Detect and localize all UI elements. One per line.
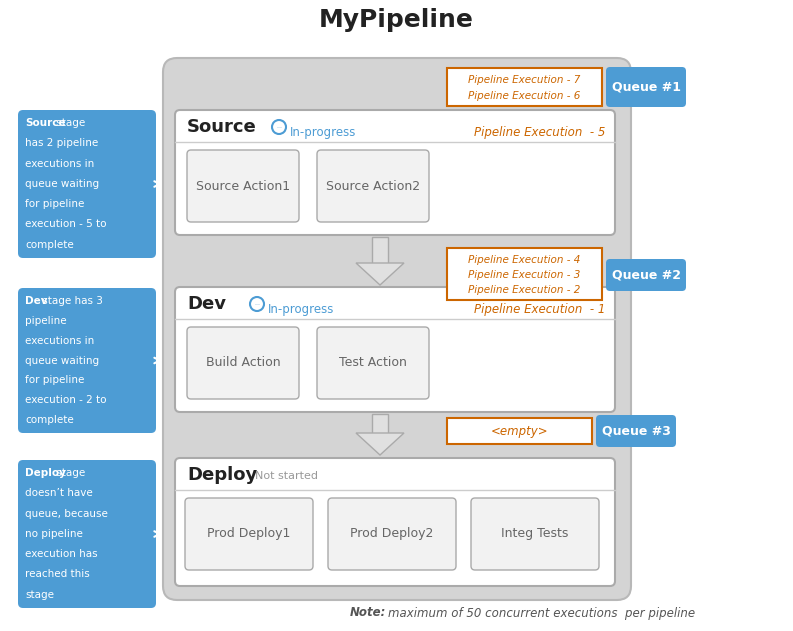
Text: Source: Source xyxy=(187,118,257,136)
Text: queue waiting: queue waiting xyxy=(25,179,99,189)
Text: execution - 5 to: execution - 5 to xyxy=(25,220,106,230)
FancyBboxPatch shape xyxy=(18,110,156,258)
Text: Dev: Dev xyxy=(187,295,226,313)
FancyBboxPatch shape xyxy=(175,458,615,586)
Text: Pipeline Execution - 4: Pipeline Execution - 4 xyxy=(469,255,580,265)
Bar xyxy=(447,418,592,444)
Text: stage: stage xyxy=(53,118,86,128)
Text: Pipeline Execution  - 5: Pipeline Execution - 5 xyxy=(473,126,605,139)
FancyBboxPatch shape xyxy=(317,327,429,399)
Text: Pipeline Execution - 2: Pipeline Execution - 2 xyxy=(469,285,580,295)
Text: Pipeline Execution - 6: Pipeline Execution - 6 xyxy=(469,91,580,101)
Text: queue, because: queue, because xyxy=(25,509,108,519)
Text: Prod Deploy1: Prod Deploy1 xyxy=(207,528,291,541)
FancyBboxPatch shape xyxy=(471,498,599,570)
FancyBboxPatch shape xyxy=(317,150,429,222)
Text: Deploy: Deploy xyxy=(187,466,257,484)
FancyBboxPatch shape xyxy=(606,259,686,291)
Text: stage has 3: stage has 3 xyxy=(39,296,103,306)
Text: stage: stage xyxy=(25,589,54,599)
Text: Queue #2: Queue #2 xyxy=(611,269,680,281)
FancyBboxPatch shape xyxy=(175,110,615,235)
Text: execution - 2 to: execution - 2 to xyxy=(25,395,106,405)
FancyBboxPatch shape xyxy=(185,498,313,570)
Text: executions in: executions in xyxy=(25,336,94,346)
Text: Queue #1: Queue #1 xyxy=(611,81,680,93)
Text: Source Action1: Source Action1 xyxy=(196,179,290,192)
Bar xyxy=(372,237,388,265)
Bar xyxy=(372,414,388,435)
Text: Pipeline Execution - 3: Pipeline Execution - 3 xyxy=(469,270,580,280)
Text: <empty>: <empty> xyxy=(491,425,548,437)
Text: Queue #3: Queue #3 xyxy=(602,425,670,437)
FancyBboxPatch shape xyxy=(163,58,631,600)
Text: complete: complete xyxy=(25,240,74,250)
Text: In-progress: In-progress xyxy=(268,303,335,316)
Bar xyxy=(447,68,602,106)
Text: Not started: Not started xyxy=(255,471,318,481)
FancyBboxPatch shape xyxy=(18,460,156,608)
Polygon shape xyxy=(356,263,404,285)
Text: ···: ··· xyxy=(276,126,282,131)
Text: MyPipeline: MyPipeline xyxy=(319,8,474,32)
Text: Pipeline Execution  - 1: Pipeline Execution - 1 xyxy=(473,303,605,316)
Text: Pipeline Execution - 7: Pipeline Execution - 7 xyxy=(469,75,580,85)
FancyBboxPatch shape xyxy=(606,67,686,107)
Text: no pipeline: no pipeline xyxy=(25,529,83,539)
Text: Integ Tests: Integ Tests xyxy=(501,528,569,541)
Text: Source Action2: Source Action2 xyxy=(326,179,420,192)
Text: Test Action: Test Action xyxy=(339,357,407,370)
Text: Source: Source xyxy=(25,118,66,128)
Text: has 2 pipeline: has 2 pipeline xyxy=(25,138,98,148)
Text: stage: stage xyxy=(53,468,86,478)
FancyBboxPatch shape xyxy=(187,327,299,399)
Text: Prod Deploy2: Prod Deploy2 xyxy=(351,528,434,541)
Bar xyxy=(447,248,602,300)
Text: Dev: Dev xyxy=(25,296,48,306)
Text: complete: complete xyxy=(25,415,74,425)
Text: pipeline: pipeline xyxy=(25,316,67,326)
Text: for pipeline: for pipeline xyxy=(25,375,84,386)
FancyBboxPatch shape xyxy=(175,287,615,412)
FancyBboxPatch shape xyxy=(187,150,299,222)
Text: execution has: execution has xyxy=(25,549,98,559)
Text: maximum of 50 concurrent executions  per pipeline: maximum of 50 concurrent executions per … xyxy=(389,606,695,620)
Text: queue waiting: queue waiting xyxy=(25,356,99,365)
Text: Deploy: Deploy xyxy=(25,468,66,478)
FancyBboxPatch shape xyxy=(596,415,676,447)
FancyBboxPatch shape xyxy=(18,288,156,433)
Text: for pipeline: for pipeline xyxy=(25,199,84,209)
Text: reached this: reached this xyxy=(25,569,90,579)
Text: doesn’t have: doesn’t have xyxy=(25,488,93,498)
Text: Note:: Note: xyxy=(351,606,386,620)
Polygon shape xyxy=(356,433,404,455)
FancyBboxPatch shape xyxy=(328,498,456,570)
Text: ···: ··· xyxy=(254,302,260,307)
Text: Build Action: Build Action xyxy=(205,357,280,370)
Text: In-progress: In-progress xyxy=(290,126,356,139)
Text: executions in: executions in xyxy=(25,158,94,168)
